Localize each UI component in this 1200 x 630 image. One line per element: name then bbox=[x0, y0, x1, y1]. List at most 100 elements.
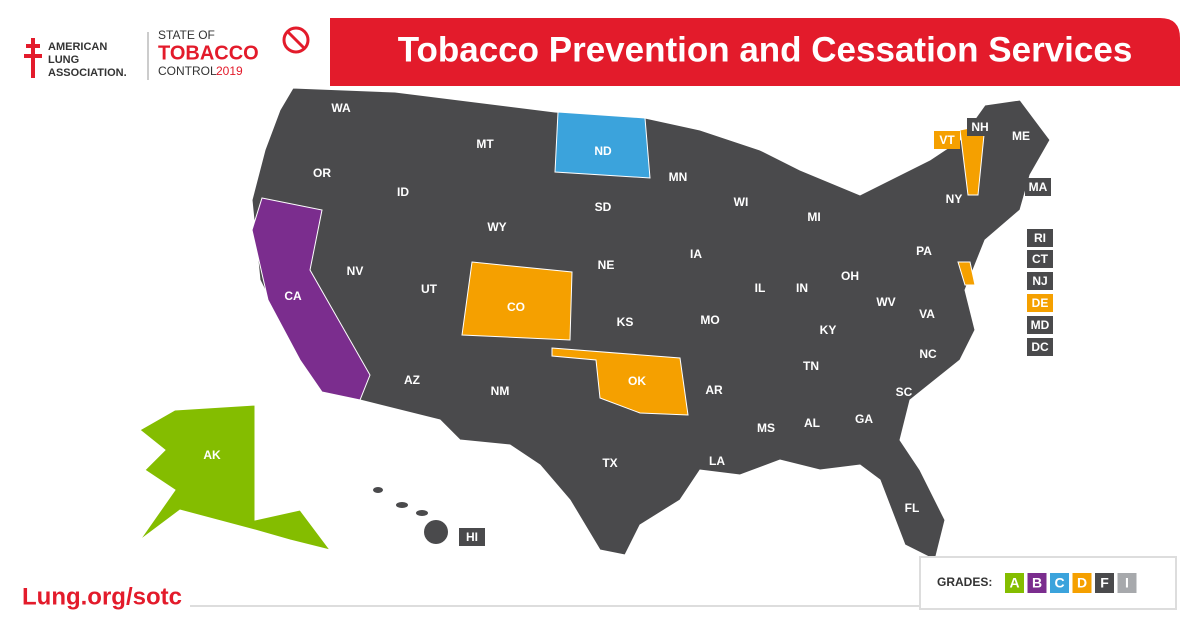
state-label: MN bbox=[669, 170, 688, 184]
hawaii-island bbox=[396, 502, 408, 508]
logo-org: ASSOCIATION. bbox=[48, 67, 127, 79]
logo-report: CONTROL bbox=[158, 64, 217, 78]
title-banner bbox=[330, 18, 1180, 86]
state-label: KY bbox=[820, 323, 837, 337]
state-label: WA bbox=[331, 101, 351, 115]
grade-letter: D bbox=[1077, 575, 1087, 591]
state-label: MO bbox=[700, 313, 719, 327]
state-label: FL bbox=[905, 501, 920, 515]
title: Tobacco Prevention and Cessation Service… bbox=[398, 30, 1133, 69]
state-callout bbox=[934, 131, 960, 149]
lung-cross bbox=[24, 38, 42, 78]
grade-letter: C bbox=[1054, 575, 1064, 591]
state-callout bbox=[967, 118, 993, 136]
grade-letter: B bbox=[1032, 575, 1042, 591]
state-shape bbox=[461, 261, 573, 341]
logo-year: 2019 bbox=[216, 64, 243, 78]
hawaii-island bbox=[373, 487, 383, 493]
logo-report: TOBACCO bbox=[158, 42, 259, 64]
grade-swatch bbox=[1050, 573, 1069, 593]
state-label: ID bbox=[397, 185, 409, 199]
state-label: RI bbox=[1034, 231, 1046, 245]
state-label: TN bbox=[803, 359, 819, 373]
state-label: ME bbox=[1012, 129, 1030, 143]
state-label: MD bbox=[1031, 318, 1050, 332]
grade-letter: F bbox=[1100, 575, 1109, 591]
no-smoking-icon bbox=[282, 26, 310, 54]
grade-swatch bbox=[1027, 573, 1047, 593]
state-label: MT bbox=[476, 137, 494, 151]
state-label: NM bbox=[491, 384, 510, 398]
state-label: SC bbox=[896, 385, 913, 399]
state-label: CA bbox=[284, 289, 302, 303]
state-callout bbox=[1025, 178, 1051, 196]
legend-label: GRADES: bbox=[937, 575, 992, 589]
state-shape bbox=[554, 111, 651, 179]
state-callout bbox=[1027, 272, 1053, 290]
state-label: GA bbox=[855, 412, 873, 426]
footer-url: Lung.org/sotc bbox=[22, 583, 182, 610]
state-label: MI bbox=[807, 210, 820, 224]
banner-shadow bbox=[300, 86, 1180, 100]
state-label: ND bbox=[594, 144, 612, 158]
state-label: DE bbox=[1032, 296, 1049, 310]
state-label: MS bbox=[757, 421, 775, 435]
state-label: NV bbox=[347, 264, 364, 278]
state-callout bbox=[1027, 338, 1053, 356]
state-label: UT bbox=[421, 282, 438, 296]
state-shape bbox=[957, 261, 976, 286]
state-label: LA bbox=[709, 454, 725, 468]
state-label: DC bbox=[1031, 340, 1049, 354]
state-label: AK bbox=[203, 448, 221, 462]
state-shape bbox=[251, 197, 371, 401]
state-label: CO bbox=[507, 300, 525, 314]
state-label: NJ bbox=[1032, 274, 1047, 288]
state-label: WI bbox=[734, 195, 749, 209]
logo: AMERICAN LUNG ASSOCIATION. STATE OF TOBA… bbox=[24, 26, 310, 80]
state-label: OH bbox=[841, 269, 859, 283]
state-label: IN bbox=[796, 281, 808, 295]
state-label: NH bbox=[971, 120, 988, 134]
state-label: OR bbox=[313, 166, 331, 180]
hawaii-island bbox=[424, 520, 448, 544]
state-label: NE bbox=[598, 258, 615, 272]
state-label: WY bbox=[487, 220, 506, 234]
state-shape bbox=[139, 404, 332, 551]
state-shape bbox=[551, 347, 689, 416]
state-label: AR bbox=[705, 383, 723, 397]
grade-letter: I bbox=[1125, 575, 1129, 591]
grade-swatch bbox=[1005, 573, 1024, 593]
state-callout bbox=[459, 528, 485, 546]
state-label: AL bbox=[804, 416, 820, 430]
state-callout bbox=[1027, 250, 1053, 268]
logo-org: LUNG bbox=[48, 54, 79, 66]
logo-report: STATE OF bbox=[158, 28, 215, 42]
state-label: WV bbox=[876, 295, 895, 309]
state-label: NC bbox=[919, 347, 937, 361]
state-label: SD bbox=[595, 200, 612, 214]
grade-swatch bbox=[1095, 573, 1114, 593]
state-label: TX bbox=[602, 456, 617, 470]
us-outline bbox=[251, 87, 1051, 561]
state-label: OK bbox=[628, 374, 646, 388]
no-smoking-icon bbox=[286, 30, 306, 50]
state-label: CT bbox=[1032, 252, 1049, 266]
state-label: IA bbox=[690, 247, 702, 261]
state-label: PA bbox=[916, 244, 932, 258]
state-callout bbox=[1027, 294, 1053, 312]
state-label: IL bbox=[755, 281, 766, 295]
logo-org: AMERICAN bbox=[48, 41, 107, 53]
state-label: MA bbox=[1029, 180, 1048, 194]
state-label: NY bbox=[946, 192, 963, 206]
state-label: VA bbox=[919, 307, 935, 321]
state-label: HI bbox=[466, 530, 478, 544]
map bbox=[139, 87, 1051, 561]
grade-swatch bbox=[1072, 573, 1092, 593]
state-label: KS bbox=[617, 315, 634, 329]
hawaii-island bbox=[416, 510, 428, 516]
state-label: AZ bbox=[404, 373, 420, 387]
state-callout bbox=[1027, 229, 1053, 247]
state-label: VT bbox=[939, 133, 955, 147]
grade-swatch bbox=[1117, 573, 1137, 593]
